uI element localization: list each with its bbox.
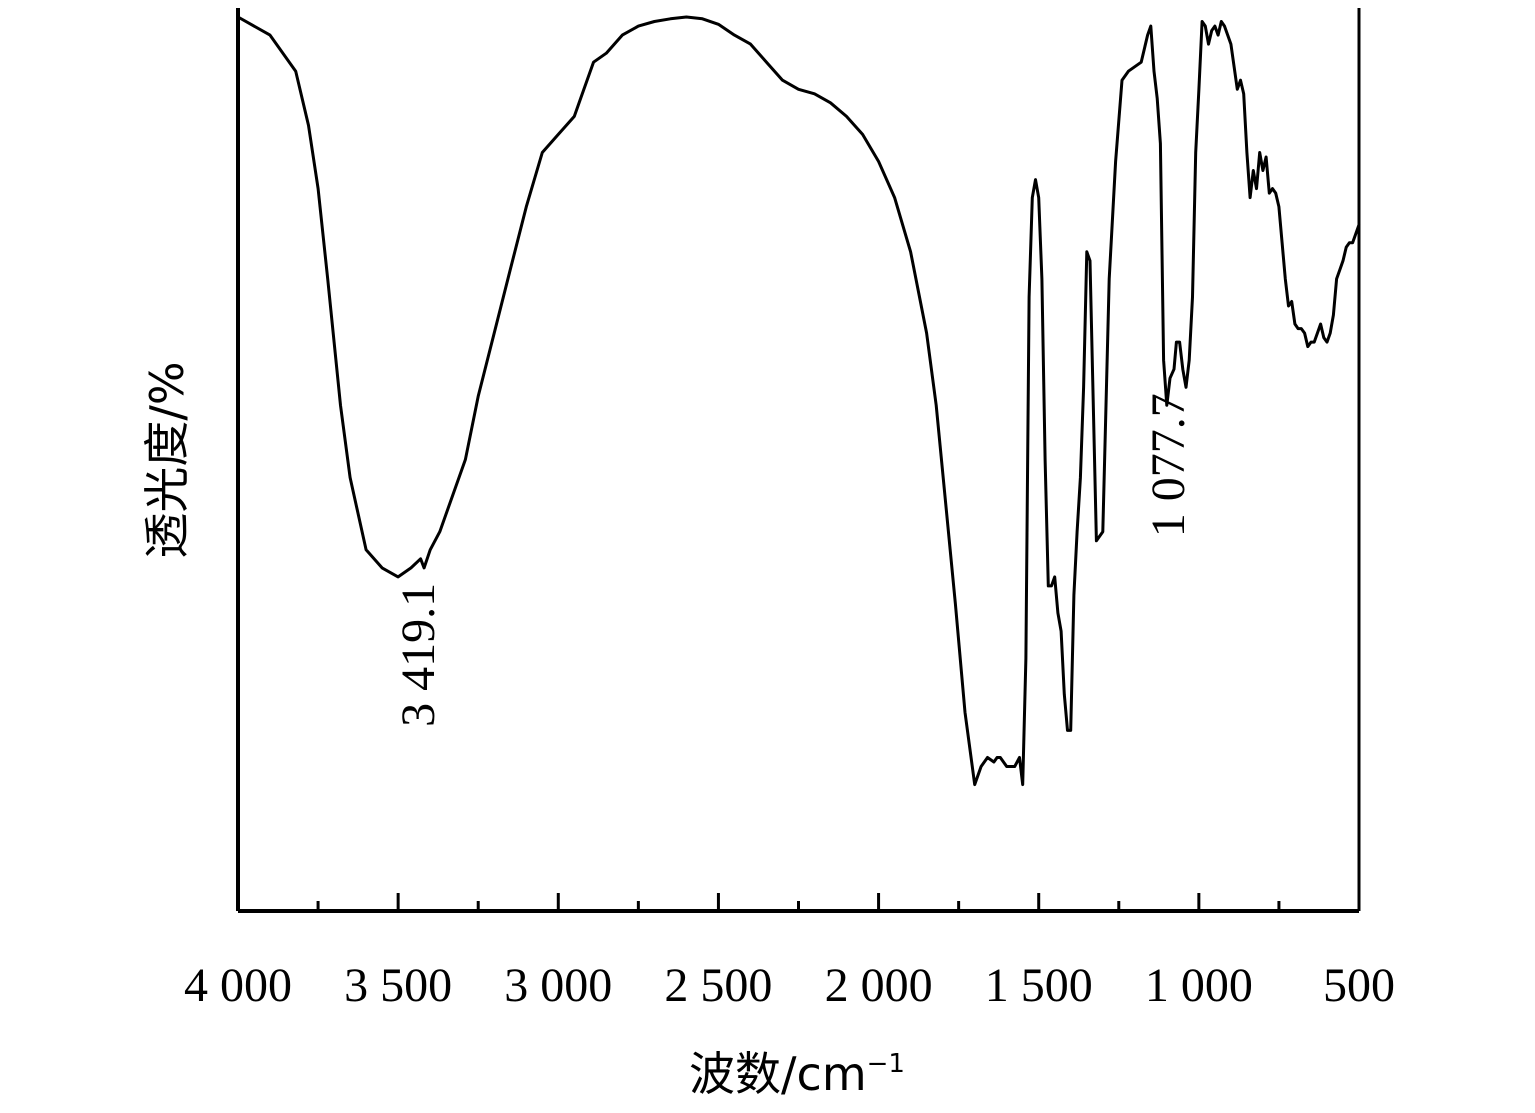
x-axis-title-text: 波数/cm xyxy=(689,1047,867,1101)
x-tick-label: 3 000 xyxy=(504,959,612,1012)
minor-ticks xyxy=(316,901,1281,911)
peak-annotation-label: 3 419.1 xyxy=(392,583,445,727)
x-tick-label: 2 000 xyxy=(825,959,933,1012)
x-tick-label: 500 xyxy=(1323,959,1395,1012)
y-axis-title: 透光度/% xyxy=(140,361,194,558)
peak-annotation-label: 1 077.7 xyxy=(1142,393,1195,537)
x-tick-label: 3 500 xyxy=(344,959,452,1012)
peak-annotations: 3 419.1 1 077.7 xyxy=(392,393,1195,727)
x-tick-label: 2 500 xyxy=(664,959,772,1012)
x-tick-label: 1 500 xyxy=(985,959,1093,1012)
x-tick-label: 1 000 xyxy=(1145,959,1253,1012)
x-tick-labels: 4 000 3 500 3 000 2 500 2 000 1 500 1 000 500 xyxy=(184,959,1395,1012)
x-tick-label: 4 000 xyxy=(184,959,292,1012)
spectrum-line xyxy=(236,15,1361,787)
x-axis-title-superscript: −1 xyxy=(867,1049,905,1079)
x-axis-title: 波数/cm−1 xyxy=(689,1047,905,1101)
